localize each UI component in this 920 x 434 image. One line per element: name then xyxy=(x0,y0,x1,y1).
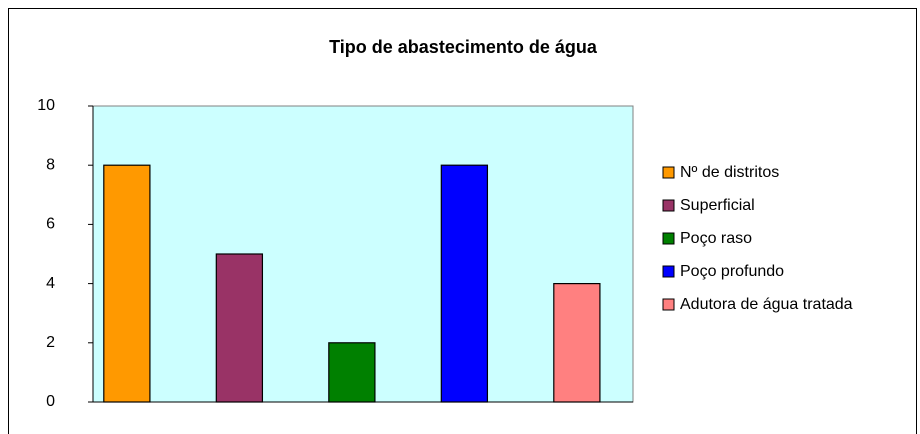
y-tick-label: 8 xyxy=(46,156,55,173)
legend-label: Nº de distritos xyxy=(680,164,779,181)
y-tick-label: 2 xyxy=(46,334,55,351)
legend-label: Poço profundo xyxy=(680,263,784,280)
legend-swatch xyxy=(662,265,675,278)
y-tick-label: 4 xyxy=(46,275,55,292)
chart-title: Tipo de abastecimento de água xyxy=(329,37,598,57)
y-tick-label: 0 xyxy=(46,393,55,410)
legend-swatch xyxy=(662,166,675,179)
legend-swatch xyxy=(662,298,675,311)
bar xyxy=(103,164,151,403)
y-tick-label: 6 xyxy=(46,216,55,233)
legend-swatch xyxy=(662,232,675,245)
bar xyxy=(553,283,601,403)
legend-label: Superficial xyxy=(680,197,755,214)
bar xyxy=(215,253,264,403)
legend-label: Adutora de água tratada xyxy=(680,296,853,313)
bar xyxy=(440,164,489,403)
y-tick-label: 10 xyxy=(37,97,55,114)
legend-label: Poço raso xyxy=(680,230,752,247)
legend-swatch xyxy=(662,199,675,212)
bar xyxy=(328,342,376,403)
